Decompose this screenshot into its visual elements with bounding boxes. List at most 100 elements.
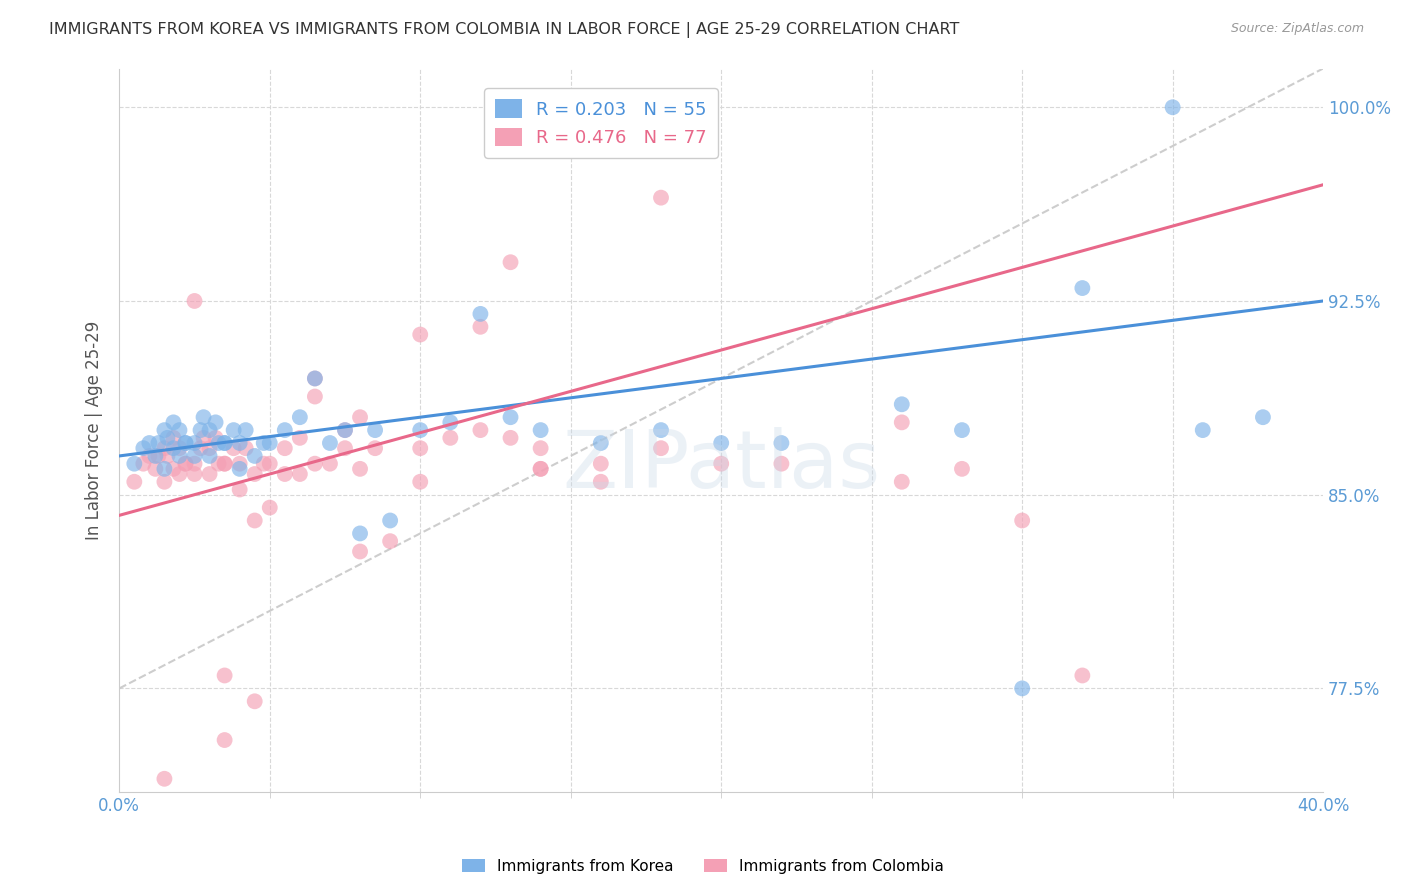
Point (174, 457, 197, 471)
Point (162, 441, 184, 455)
Point (1071, 668, 1094, 682)
Point (148, 436, 170, 450)
Point (349, 544, 371, 558)
Point (222, 423, 245, 437)
Y-axis label: In Labor Force | Age 25-29: In Labor Force | Age 25-29 (86, 320, 103, 540)
Point (499, 255, 522, 269)
Point (214, 436, 236, 450)
Point (333, 441, 356, 455)
Point (364, 423, 387, 437)
Point (162, 415, 184, 429)
Point (319, 457, 342, 471)
Point (349, 462, 371, 476)
Point (470, 423, 492, 437)
Point (183, 457, 205, 471)
Point (243, 449, 266, 463)
Point (304, 457, 326, 471)
Point (153, 441, 176, 455)
Point (890, 415, 912, 429)
Point (304, 371, 326, 385)
Point (228, 457, 250, 471)
Point (259, 457, 281, 471)
Point (148, 449, 170, 463)
Point (378, 514, 401, 528)
Point (1161, 100, 1184, 114)
Point (207, 457, 229, 471)
Point (288, 467, 311, 481)
Point (890, 475, 912, 489)
Point (235, 441, 257, 455)
Point (153, 772, 176, 786)
Point (288, 410, 311, 425)
Point (198, 449, 221, 463)
Point (156, 431, 179, 445)
Point (174, 457, 197, 471)
Point (243, 514, 266, 528)
Point (228, 462, 250, 476)
Point (259, 436, 281, 450)
Point (183, 293, 205, 308)
Point (950, 462, 973, 476)
Point (207, 436, 229, 450)
Point (169, 441, 191, 455)
Point (222, 441, 245, 455)
Point (439, 415, 461, 429)
Point (162, 462, 184, 476)
Point (169, 423, 191, 437)
Point (162, 431, 184, 445)
Point (243, 694, 266, 708)
Point (333, 423, 356, 437)
Legend: R = 0.203   N = 55, R = 0.476   N = 77: R = 0.203 N = 55, R = 0.476 N = 77 (484, 88, 717, 158)
Point (193, 410, 215, 425)
Point (470, 307, 492, 321)
Text: Source: ZipAtlas.com: Source: ZipAtlas.com (1230, 22, 1364, 36)
Point (214, 733, 236, 747)
Point (138, 449, 160, 463)
Point (470, 319, 492, 334)
Point (214, 668, 236, 682)
Point (204, 415, 226, 429)
Point (499, 410, 522, 425)
Point (132, 457, 155, 471)
Point (183, 436, 205, 450)
Point (183, 467, 205, 481)
Point (132, 441, 155, 455)
Point (174, 436, 197, 450)
Point (650, 441, 672, 455)
Point (349, 526, 371, 541)
Point (183, 449, 205, 463)
Point (710, 436, 733, 450)
Point (304, 371, 326, 385)
Point (1011, 514, 1033, 528)
Point (770, 436, 793, 450)
Point (253, 436, 276, 450)
Point (499, 431, 522, 445)
Point (138, 436, 160, 450)
Point (319, 436, 342, 450)
Point (274, 423, 297, 437)
Point (409, 475, 432, 489)
Point (190, 441, 212, 455)
Point (349, 410, 371, 425)
Point (169, 467, 191, 481)
Point (169, 449, 191, 463)
Point (124, 457, 146, 471)
Point (304, 390, 326, 404)
Point (288, 431, 311, 445)
Point (409, 423, 432, 437)
Point (124, 475, 146, 489)
Point (530, 462, 553, 476)
Point (274, 441, 297, 455)
Point (1251, 410, 1274, 425)
Point (214, 457, 236, 471)
Point (589, 436, 612, 450)
Point (198, 441, 221, 455)
Point (204, 431, 226, 445)
Point (950, 423, 973, 437)
Point (1011, 681, 1033, 696)
Point (153, 462, 176, 476)
Text: IMMIGRANTS FROM KOREA VS IMMIGRANTS FROM COLOMBIA IN LABOR FORCE | AGE 25-29 COR: IMMIGRANTS FROM KOREA VS IMMIGRANTS FROM… (49, 22, 959, 38)
Point (409, 327, 432, 342)
Point (409, 441, 432, 455)
Point (214, 436, 236, 450)
